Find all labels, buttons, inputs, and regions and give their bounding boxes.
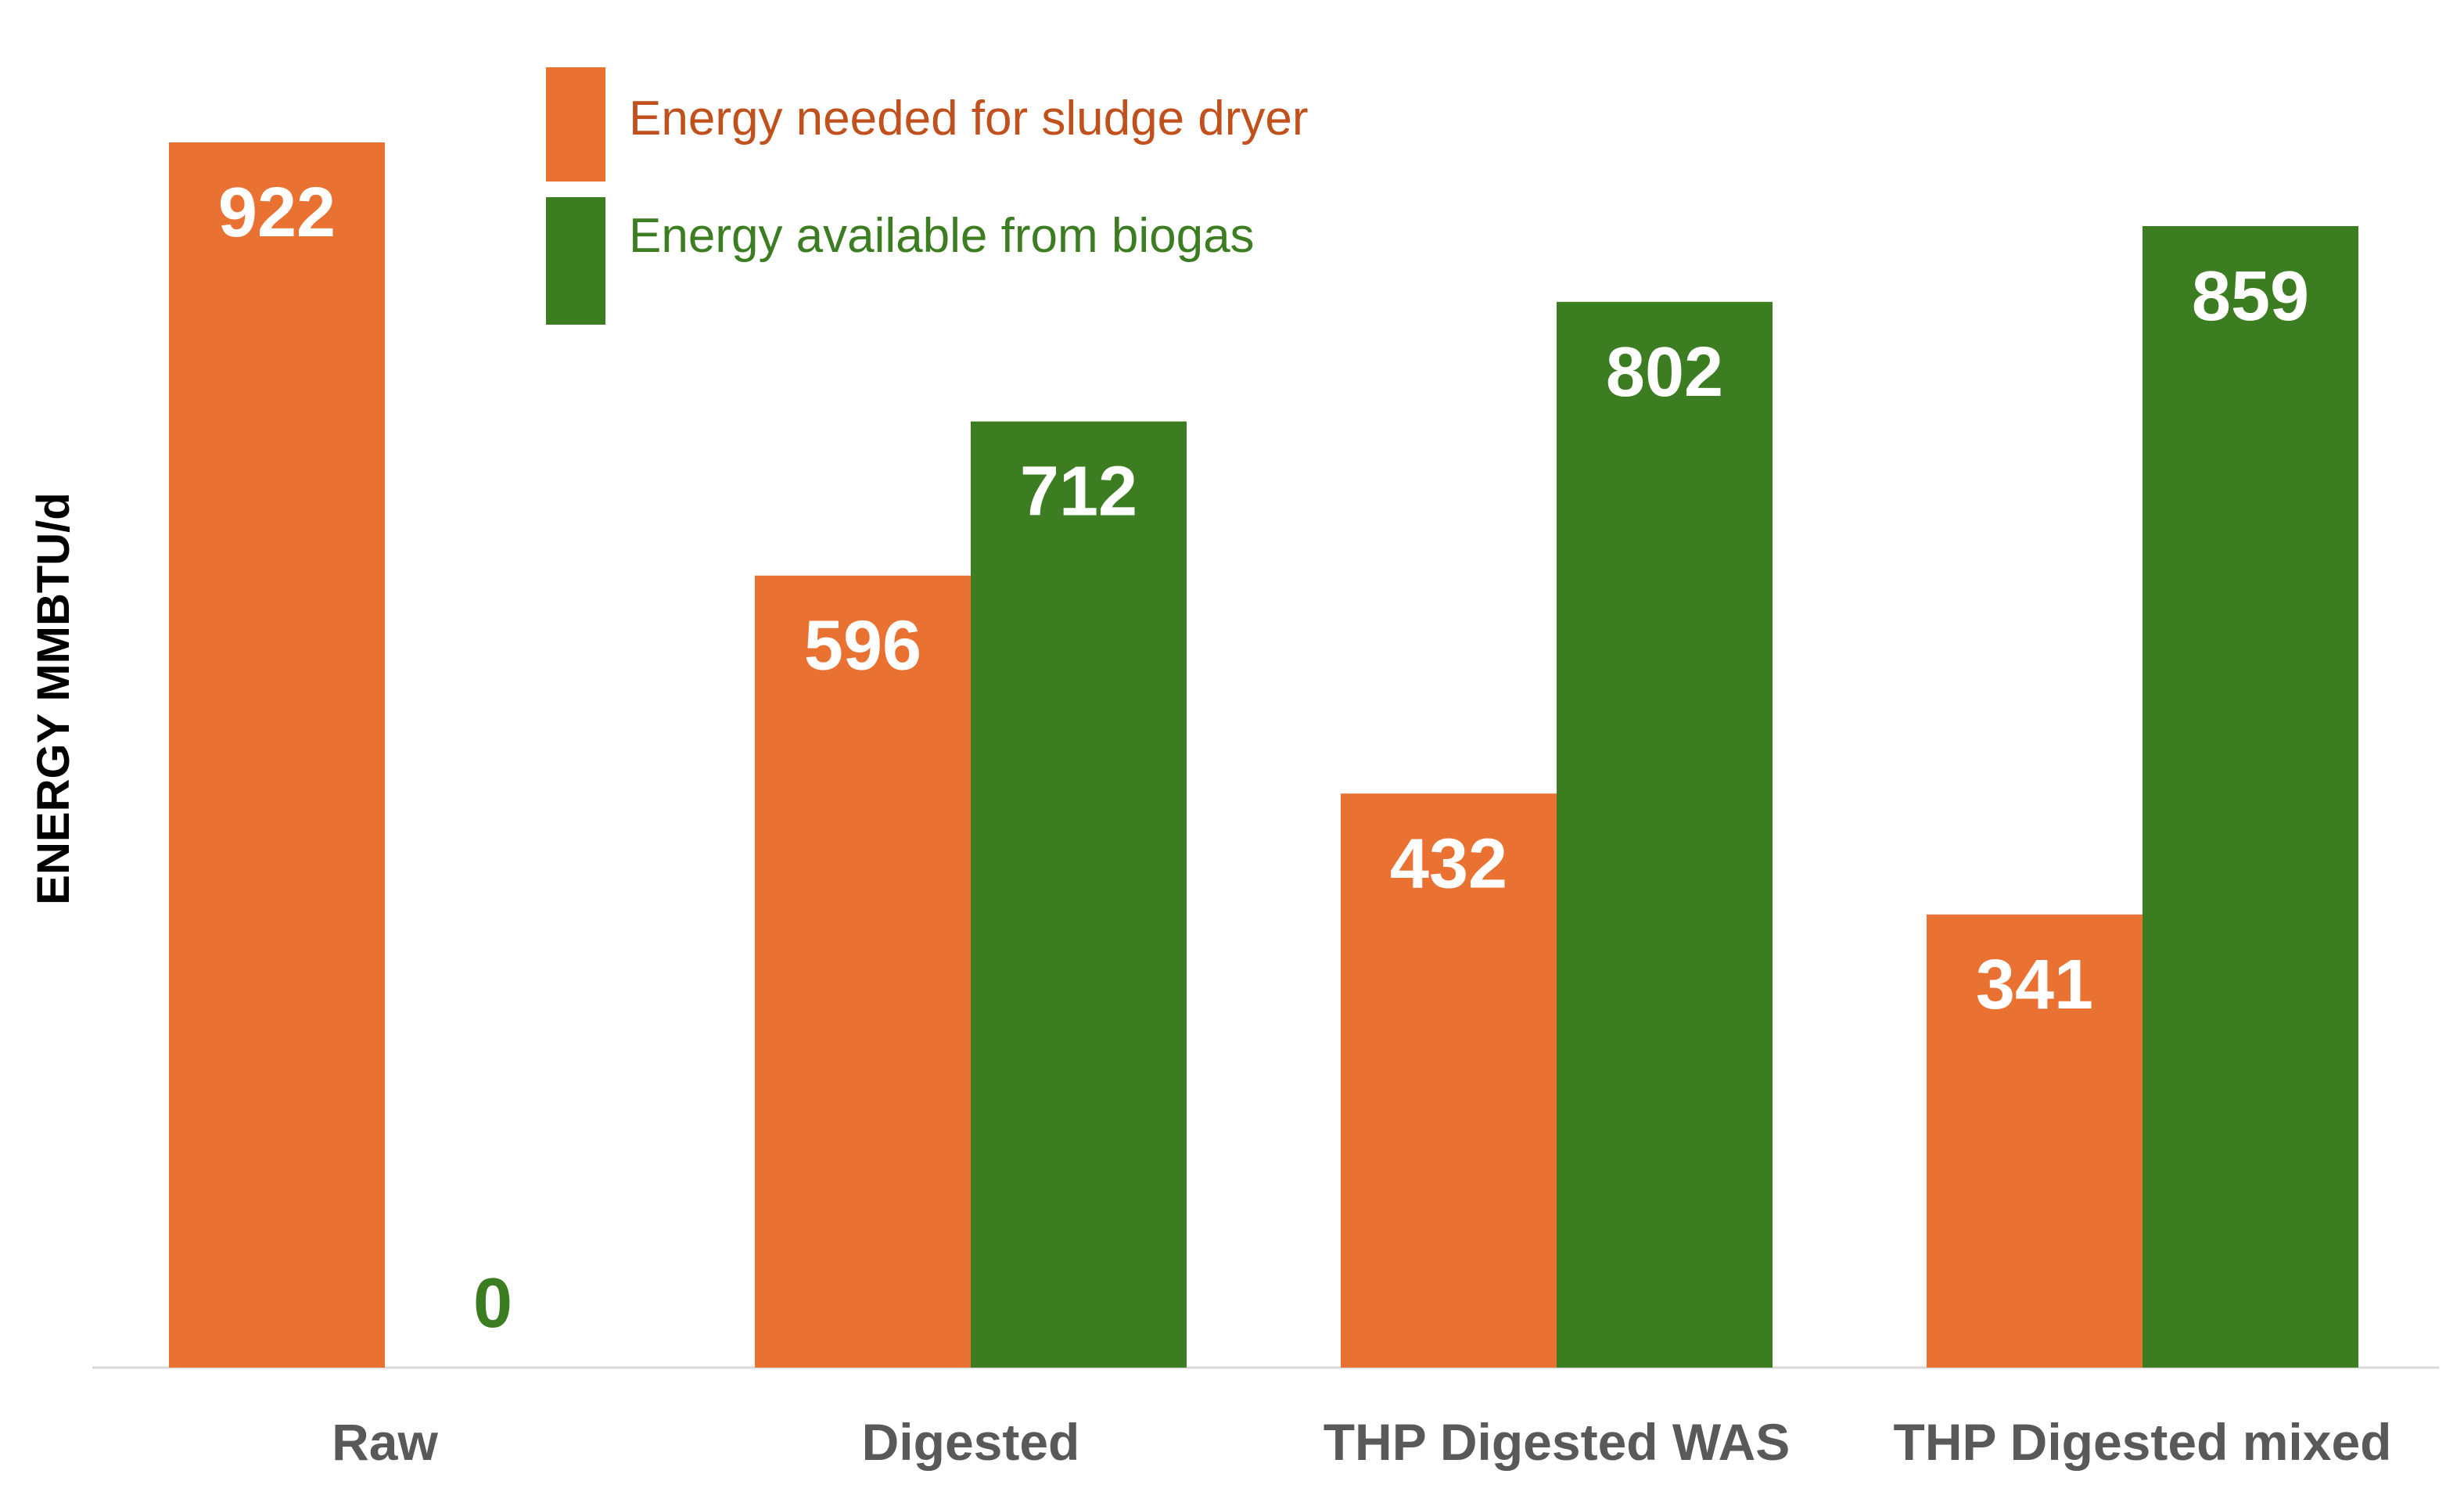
bars-group: [169, 142, 2358, 1368]
y-axis-title: ENERGY MMBTU/d: [28, 492, 79, 904]
bar-labels-group: 922 0 596 712 432 802 341 859: [218, 174, 2309, 1343]
bar-thp-digested-was-available: [1557, 301, 1773, 1368]
bar-raw-needed: [169, 142, 385, 1368]
data-label-thp-digested-mixed-needed: 341: [1976, 946, 2093, 1024]
data-label-raw-available: 0: [473, 1264, 512, 1343]
bar-thp-digested-mixed-needed: [1927, 914, 2143, 1368]
legend-label-energy-needed: Energy needed for sludge dryer: [629, 92, 1309, 146]
x-tick-label-thp-digested-was: THP Digested WAS: [1324, 1413, 1791, 1471]
data-label-raw-needed: 922: [218, 174, 336, 252]
x-tick-label-digested: Digested: [862, 1413, 1080, 1471]
bar-thp-digested-was-needed: [1341, 793, 1557, 1368]
legend-swatch-energy-available: [546, 197, 605, 325]
x-tick-labels-group: Raw Digested THP Digested WAS THP Digested …: [332, 1413, 2391, 1471]
data-label-digested-available: 712: [1020, 453, 1137, 531]
legend: Energy needed for sludge dryer Energy av…: [546, 67, 1309, 325]
x-tick-label-thp-digested-mixed: THP Digested mixed: [1894, 1413, 2392, 1471]
data-label-thp-digested-was-needed: 432: [1390, 825, 1507, 903]
data-label-thp-digested-mixed-available: 859: [2192, 257, 2309, 336]
x-tick-label-raw: Raw: [332, 1413, 438, 1471]
bar-digested-available: [971, 421, 1187, 1368]
legend-label-energy-available: Energy available from biogas: [629, 209, 1255, 263]
data-label-thp-digested-was-available: 802: [1606, 333, 1723, 412]
data-label-digested-needed: 596: [804, 607, 921, 685]
legend-swatch-energy-needed: [546, 67, 605, 182]
bar-thp-digested-mixed-available: [2143, 226, 2358, 1368]
bar-digested-needed: [755, 575, 971, 1368]
